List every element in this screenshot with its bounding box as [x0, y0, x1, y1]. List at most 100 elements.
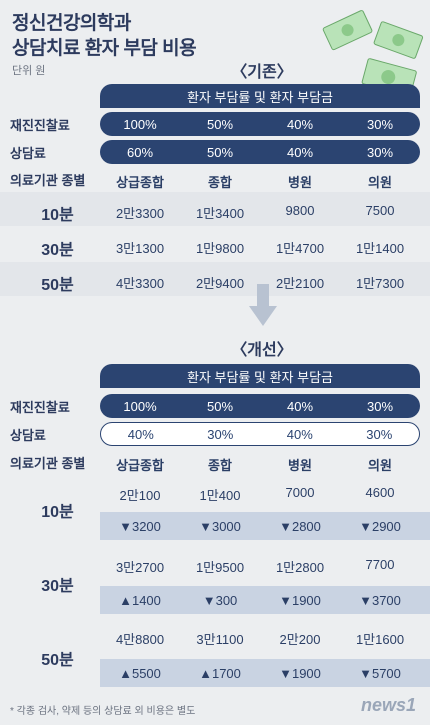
- value-cell: 2만3300: [115, 206, 165, 221]
- change-cell: ▼2900: [359, 519, 401, 534]
- change-cell: ▼3700: [359, 593, 401, 608]
- cell: 60%: [126, 144, 154, 160]
- before-row-values: 2만3300 1만3400 9800 7500: [100, 203, 420, 222]
- value-cell: 1만9800: [195, 241, 245, 256]
- after-row-changes: ▼3200 ▼3000 ▼2800 ▼2900: [100, 519, 420, 534]
- title-line-2: 상담치료 환자 부담 비용: [12, 38, 197, 59]
- after-change-band: [100, 512, 430, 540]
- value-cell: 4만3300: [115, 276, 165, 291]
- cell: 50%: [206, 116, 234, 132]
- before-section-label: 〈기존〉: [231, 64, 293, 81]
- after-change-band: [100, 659, 430, 687]
- before-rediag-pill: 100% 50% 40% 30%: [100, 112, 420, 136]
- before-row-bg-1: [0, 192, 430, 226]
- money-bills-icon: [322, 10, 424, 96]
- before-row-label: 50분: [41, 277, 74, 294]
- before-counsel-label: 상담료: [10, 145, 46, 161]
- change-cell: ▼2800: [279, 519, 321, 534]
- unit-label: 단위 원: [12, 65, 46, 77]
- type-cell: 상급종합: [116, 458, 164, 473]
- value-cell: 7000: [285, 485, 315, 500]
- after-rediag-pill: 100% 50% 40% 30%: [100, 394, 420, 418]
- before-header-bar: 환자 부담률 및 환자 부담금: [100, 84, 420, 108]
- after-row-label: 10분: [41, 504, 74, 521]
- type-cell: 종합: [208, 175, 232, 190]
- cell: 50%: [206, 398, 234, 414]
- cell: 100%: [123, 398, 157, 414]
- value-cell: 1만400: [199, 488, 241, 503]
- value-cell: 2만200: [279, 632, 321, 647]
- cell: 40%: [286, 426, 313, 442]
- before-row-values: 3만1300 1만9800 1만4700 1만1400: [100, 238, 420, 257]
- after-row-label: 30분: [41, 578, 74, 595]
- after-row-values: 4만8800 3만1100 2만200 1만1600: [100, 629, 420, 648]
- change-cell: ▼1900: [279, 666, 321, 681]
- after-type-label: 의료기관 종별: [10, 455, 86, 471]
- type-cell: 의원: [368, 175, 392, 190]
- cell: 30%: [366, 398, 394, 414]
- change-cell: ▼5700: [359, 666, 401, 681]
- before-rediag-label: 재진진찰료: [10, 117, 70, 133]
- title-line-1: 정신건강의학과: [12, 13, 131, 34]
- type-cell: 의원: [368, 458, 392, 473]
- after-row-changes: ▲1400 ▼300 ▼1900 ▼3700: [100, 593, 420, 608]
- before-type-row: 상급종합 종합 병원 의원: [100, 172, 420, 191]
- value-cell: 3만1100: [196, 632, 244, 647]
- change-cell: ▼3200: [119, 519, 161, 534]
- value-cell: 3만2700: [115, 560, 165, 575]
- after-row-changes: ▲5500 ▲1700 ▼1900 ▼5700: [100, 666, 420, 681]
- before-row-bg-3: [0, 262, 430, 296]
- type-cell: 병원: [288, 175, 312, 190]
- change-cell: ▲1400: [119, 593, 161, 608]
- before-counsel-pill: 60% 50% 40% 30%: [100, 140, 420, 164]
- after-row-label: 50분: [41, 652, 74, 669]
- value-cell: 1만7300: [355, 276, 405, 291]
- cell: 40%: [127, 426, 154, 442]
- value-cell: 4만8800: [115, 632, 165, 647]
- cell: 100%: [123, 116, 157, 132]
- after-counsel-pill: 40% 30% 40% 30%: [100, 422, 420, 446]
- value-cell: 4600: [365, 485, 395, 500]
- after-change-band: [100, 586, 430, 614]
- value-cell: 9800: [285, 203, 315, 218]
- value-cell: 1만4700: [275, 241, 325, 256]
- after-row-values: 3만2700 1만9500 1만2800 7700: [100, 557, 420, 576]
- cell: 40%: [286, 116, 314, 132]
- before-row-bg-2: [0, 226, 430, 260]
- type-cell: 종합: [208, 458, 232, 473]
- before-row-label: 10분: [41, 207, 74, 224]
- cell: 50%: [206, 144, 234, 160]
- change-cell: ▼1900: [279, 593, 321, 608]
- after-section-label: 〈개선〉: [231, 342, 293, 359]
- change-cell: ▲1700: [199, 666, 241, 681]
- change-cell: ▼300: [202, 593, 238, 608]
- change-cell: ▼3000: [199, 519, 241, 534]
- value-cell: 3만1300: [115, 241, 165, 256]
- value-cell: 1만2800: [275, 560, 325, 575]
- value-cell: 1만1400: [355, 241, 405, 256]
- news1-logo: news1: [360, 695, 416, 715]
- cell: 30%: [207, 426, 234, 442]
- value-cell: 7700: [365, 557, 395, 572]
- before-row-label: 30분: [41, 242, 74, 259]
- value-cell: 2만100: [119, 488, 161, 503]
- footnote: * 각종 검사, 약제 등의 상담료 외 비용은 별도: [10, 706, 196, 717]
- cell: 30%: [366, 116, 394, 132]
- value-cell: 1만1600: [355, 632, 405, 647]
- type-cell: 병원: [288, 458, 312, 473]
- before-row-values: 4만3300 2만9400 2만2100 1만7300: [100, 273, 420, 292]
- arrow-down-icon: [249, 284, 277, 326]
- cell: 30%: [366, 426, 393, 442]
- cell: 40%: [286, 398, 314, 414]
- before-type-label: 의료기관 종별: [10, 172, 86, 188]
- after-type-row: 상급종합 종합 병원 의원: [100, 455, 420, 474]
- change-cell: ▲5500: [119, 666, 161, 681]
- value-cell: 2만9400: [195, 276, 245, 291]
- value-cell: 1만9500: [195, 560, 245, 575]
- after-rediag-label: 재진진찰료: [10, 399, 70, 415]
- value-cell: 1만3400: [195, 206, 245, 221]
- after-header-bar: 환자 부담률 및 환자 부담금: [100, 364, 420, 388]
- value-cell: 7500: [365, 203, 395, 218]
- after-row-values: 2만100 1만400 7000 4600: [100, 485, 420, 504]
- after-counsel-label: 상담료: [10, 427, 46, 443]
